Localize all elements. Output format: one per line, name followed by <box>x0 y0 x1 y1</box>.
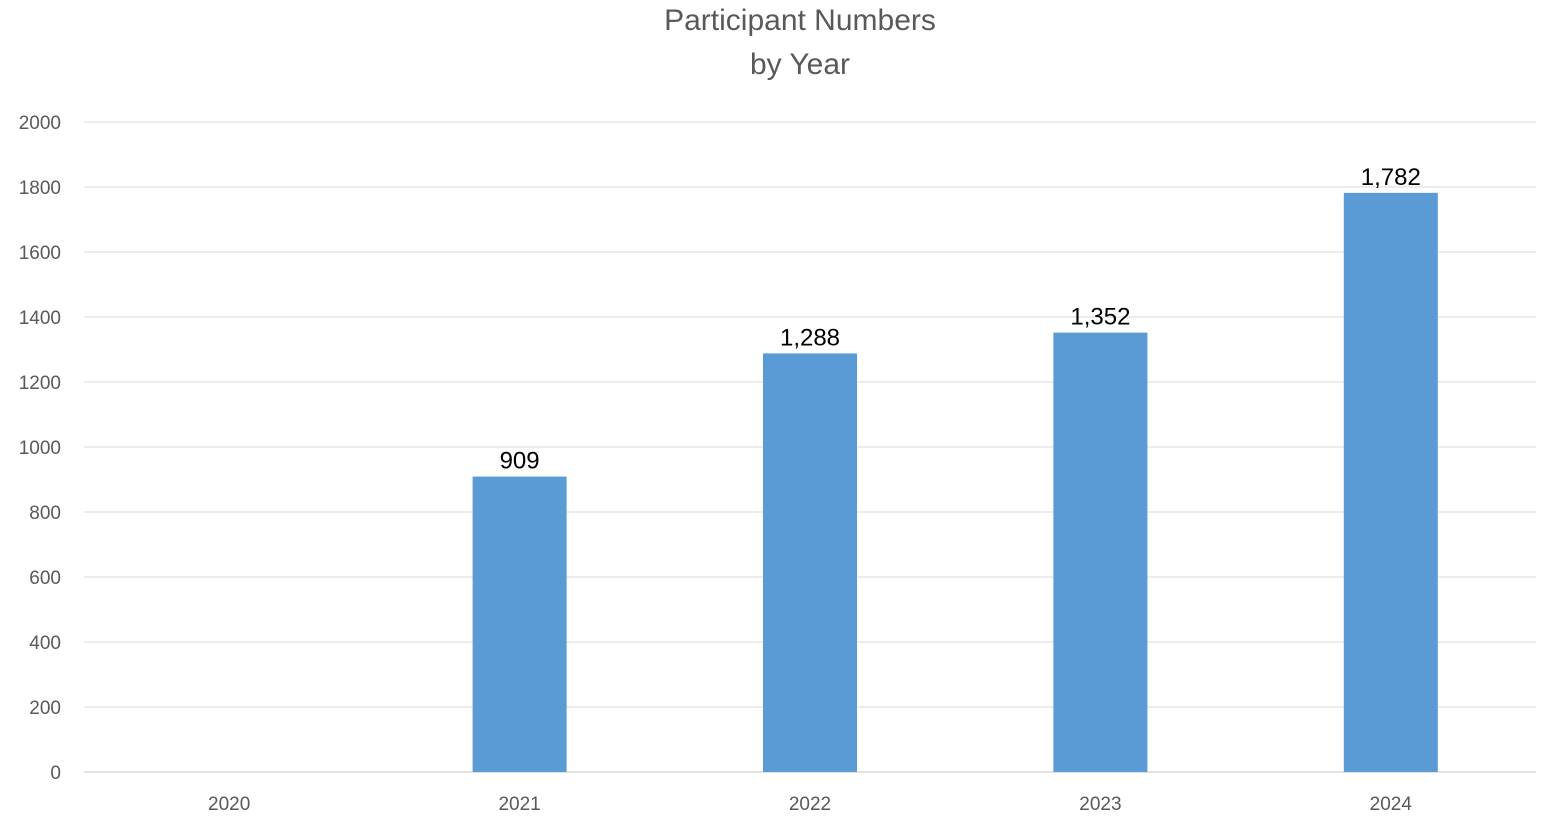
x-tick-label: 2020 <box>208 794 250 815</box>
x-tick-label: 2021 <box>498 794 540 815</box>
x-tick-label: 2023 <box>1079 794 1121 815</box>
data-label-2024: 1,782 <box>1361 164 1421 191</box>
y-tick-label: 600 <box>29 568 61 589</box>
x-tick-label: 2022 <box>789 794 831 815</box>
chart-title-line-1: Participant Numbers <box>664 4 936 37</box>
y-tick-label: 800 <box>29 503 61 524</box>
y-tick-label: 400 <box>29 633 61 654</box>
y-tick-label: 0 <box>50 763 61 784</box>
bar-2023 <box>1053 332 1148 772</box>
y-axis-tick-labels: 0 200 400 600 800 1000 1200 1400 1600 1800 2000 <box>19 113 61 784</box>
y-tick-label: 1600 <box>19 243 61 264</box>
y-tick-label: 2000 <box>19 113 61 134</box>
y-tick-label: 200 <box>29 698 61 719</box>
bar-2022 <box>763 353 857 772</box>
data-label-2023: 1,352 <box>1070 304 1130 331</box>
bars <box>472 192 1438 773</box>
chart-title-line-2: by Year <box>749 48 851 81</box>
data-label-2021: 909 <box>500 448 540 475</box>
y-tick-label: 1200 <box>19 373 61 394</box>
x-axis-tick-labels: 2020 2021 2022 2023 2024 <box>208 794 1412 815</box>
bar-2021 <box>472 476 567 772</box>
y-tick-label: 1400 <box>19 308 61 329</box>
x-tick-label: 2024 <box>1370 794 1413 815</box>
data-labels: 909 1,288 1,352 1,782 <box>500 164 1421 475</box>
bar-2024 <box>1343 192 1438 773</box>
y-tick-label: 1000 <box>19 438 61 459</box>
data-label-2022: 1,288 <box>780 324 840 351</box>
y-tick-label: 1800 <box>19 178 61 199</box>
